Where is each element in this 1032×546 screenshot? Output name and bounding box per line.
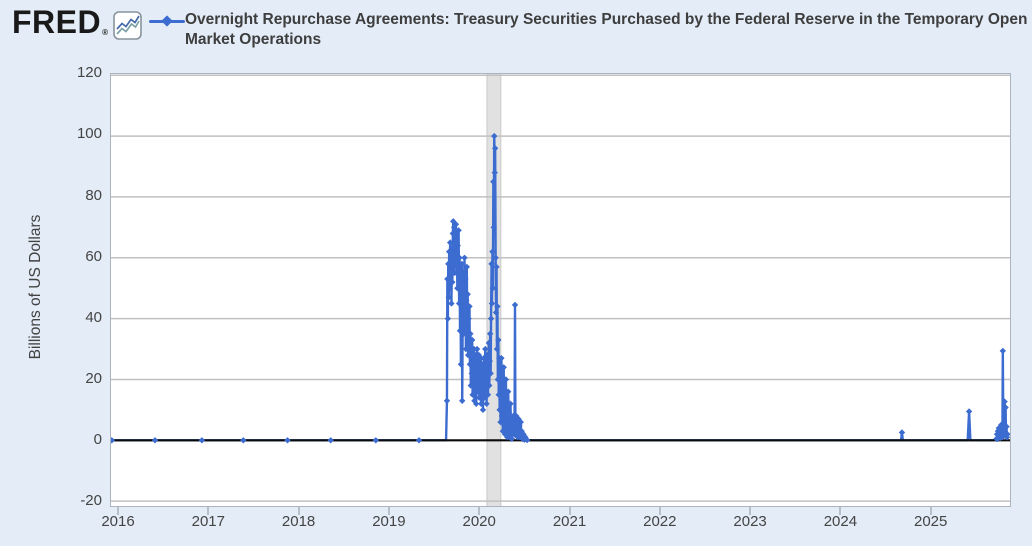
- y-tick-label: 120: [76, 64, 102, 82]
- x-tick-mark: [117, 507, 119, 515]
- x-tick-label: 2016: [101, 513, 135, 530]
- y-tick-label: -20: [80, 492, 102, 510]
- x-tick-mark: [839, 507, 842, 515]
- x-tick-label: 2024: [823, 513, 858, 530]
- x-tick-label: 2025: [914, 513, 948, 530]
- plot-area[interactable]: [110, 73, 1011, 507]
- x-tick-label: 2023: [733, 513, 767, 530]
- y-tick-label: 0: [93, 431, 102, 448]
- x-tick-mark: [749, 507, 752, 515]
- series-legend-marker: [149, 13, 185, 29]
- x-tick-mark: [929, 507, 932, 515]
- chart-title: Overnight Repurchase Agreements: Treasur…: [185, 11, 1028, 48]
- x-tick-mark: [207, 507, 210, 515]
- x-tick-label: 2017: [191, 513, 225, 530]
- y-axis-title: Billions of US Dollars: [27, 214, 44, 360]
- x-tick-label: 2018: [281, 513, 316, 530]
- x-tick-label: 2019: [372, 513, 406, 530]
- series-line: [111, 134, 1009, 442]
- fred-logo[interactable]: FRED®: [12, 6, 108, 47]
- x-tick-label: 2020: [462, 513, 496, 530]
- x-tick-mark: [387, 507, 390, 515]
- y-tick-label: 80: [85, 186, 102, 204]
- y-tick-label: 20: [85, 369, 102, 387]
- legend-diamond-icon: [161, 15, 173, 27]
- registered-trademark-icon: ®: [102, 28, 109, 37]
- chart-header: FRED® Overnight Repurchase Agreements: T…: [0, 0, 1032, 60]
- fred-logo-text: FRED: [12, 4, 102, 40]
- fred-sparkline-icon: [113, 11, 142, 40]
- x-tick-mark: [658, 507, 661, 515]
- x-tick-mark: [568, 507, 571, 515]
- x-tick-label: 2022: [643, 513, 677, 530]
- y-tick-label: 100: [76, 125, 102, 143]
- x-tick-label: 2021: [552, 513, 587, 530]
- y-tick-label: 60: [85, 247, 102, 265]
- series-chart[interactable]: [111, 74, 1010, 506]
- x-tick-mark: [297, 507, 300, 515]
- x-tick-mark: [478, 507, 481, 515]
- series-markers: [111, 132, 1010, 444]
- y-tick-label: 40: [85, 308, 102, 326]
